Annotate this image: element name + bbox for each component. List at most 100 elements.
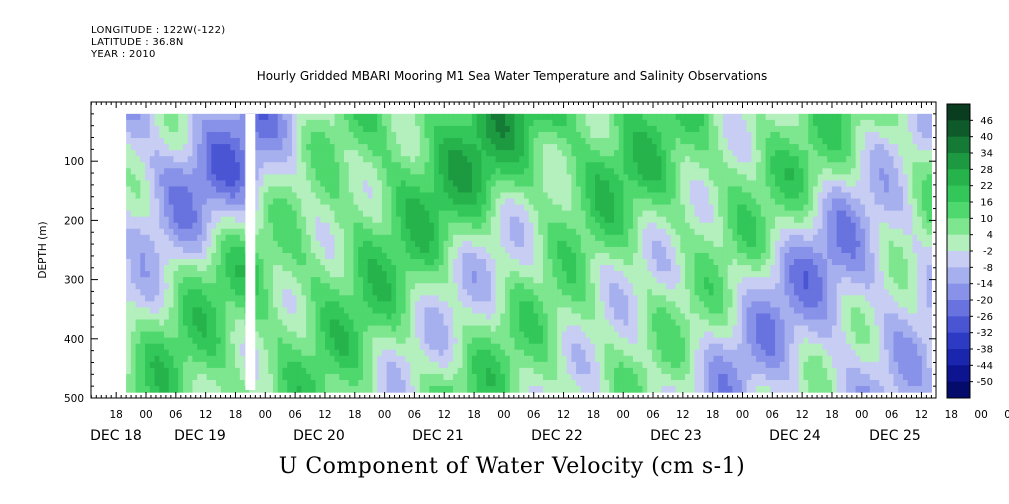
heatmap-cell bbox=[201, 144, 208, 151]
heatmap-cell bbox=[434, 259, 440, 266]
heatmap-cell bbox=[438, 125, 445, 133]
heatmap-cell bbox=[182, 119, 189, 127]
heatmap-cell bbox=[154, 204, 160, 212]
heatmap-cell bbox=[282, 192, 288, 200]
heatmap-cell bbox=[533, 361, 539, 369]
heatmap-cell bbox=[145, 144, 151, 151]
heatmap-cell bbox=[372, 331, 378, 339]
heatmap-cell bbox=[514, 307, 520, 315]
heatmap-cell bbox=[239, 240, 246, 248]
heatmap-cell bbox=[272, 198, 279, 206]
heatmap-cell bbox=[481, 337, 487, 345]
heatmap-cell bbox=[429, 138, 435, 145]
heatmap-cell bbox=[334, 265, 340, 272]
heatmap-cell bbox=[533, 138, 539, 145]
heatmap-cell bbox=[467, 156, 473, 163]
heatmap-cell bbox=[126, 319, 132, 327]
heatmap-cell bbox=[410, 138, 416, 145]
heatmap-cell bbox=[467, 259, 473, 266]
heatmap-cell bbox=[315, 307, 321, 315]
heatmap-cell bbox=[481, 150, 487, 157]
heatmap-cell bbox=[590, 192, 596, 200]
heatmap-cell bbox=[197, 379, 203, 387]
heatmap-cell bbox=[505, 192, 511, 200]
heatmap-cell bbox=[519, 283, 525, 290]
heatmap-cell bbox=[258, 131, 265, 139]
heatmap-cell bbox=[301, 349, 307, 357]
heatmap-cell bbox=[538, 125, 544, 133]
heatmap-cell bbox=[576, 192, 582, 200]
heatmap-cell bbox=[391, 144, 397, 151]
heatmap-cell bbox=[197, 113, 203, 121]
heatmap-cell bbox=[201, 162, 208, 169]
heatmap-cell bbox=[471, 162, 478, 169]
heatmap-cell bbox=[329, 216, 336, 224]
heatmap-cell bbox=[405, 361, 411, 369]
heatmap-cell bbox=[467, 174, 473, 181]
heatmap-cell bbox=[329, 113, 336, 121]
heatmap-cell bbox=[566, 271, 572, 278]
heatmap-cell bbox=[149, 228, 156, 236]
heatmap-cell bbox=[495, 162, 501, 169]
heatmap-cell bbox=[381, 325, 388, 333]
heatmap-cell bbox=[528, 228, 535, 236]
heatmap-cell bbox=[235, 119, 241, 127]
heatmap-cell bbox=[182, 113, 189, 121]
heatmap-cell bbox=[618, 271, 625, 278]
heatmap-cell bbox=[320, 113, 326, 121]
heatmap-cell bbox=[182, 131, 189, 139]
heatmap-cell bbox=[571, 259, 577, 266]
heatmap-cell bbox=[344, 240, 350, 248]
heatmap-cell bbox=[561, 325, 568, 333]
heatmap-cell bbox=[201, 252, 208, 260]
heatmap-cell bbox=[481, 355, 487, 363]
heatmap-cell bbox=[287, 325, 293, 333]
heatmap-cell bbox=[197, 289, 203, 296]
heatmap-cell bbox=[135, 198, 141, 206]
heatmap-cell bbox=[306, 379, 312, 387]
heatmap-cell bbox=[315, 113, 321, 121]
heatmap-cell bbox=[362, 174, 369, 181]
heatmap-cell bbox=[301, 271, 307, 278]
heatmap-cell bbox=[192, 337, 198, 345]
heatmap-cell bbox=[126, 113, 132, 121]
heatmap-cell bbox=[467, 144, 473, 151]
heatmap-cell bbox=[576, 386, 582, 393]
heatmap-cell bbox=[609, 355, 615, 363]
heatmap-cell bbox=[415, 192, 421, 200]
heatmap-cell bbox=[239, 307, 246, 315]
heatmap-cell bbox=[325, 162, 331, 169]
heatmap-cell bbox=[287, 386, 293, 393]
heatmap-cell bbox=[325, 349, 331, 357]
heatmap-cell bbox=[448, 180, 454, 188]
heatmap-cell bbox=[339, 222, 345, 230]
heatmap-cell bbox=[263, 252, 269, 260]
heatmap-cell bbox=[301, 295, 307, 302]
heatmap-cell bbox=[533, 295, 539, 302]
heatmap-cell bbox=[419, 337, 426, 345]
heatmap-cell bbox=[462, 210, 468, 218]
heatmap-cell bbox=[329, 307, 336, 315]
heatmap-cell bbox=[182, 210, 189, 218]
heatmap-cell bbox=[211, 162, 217, 169]
heatmap-cell bbox=[566, 150, 572, 157]
heatmap-cell bbox=[514, 246, 520, 254]
heatmap-cell bbox=[576, 295, 582, 302]
heatmap-cell bbox=[282, 222, 288, 230]
heatmap-cell bbox=[618, 113, 625, 121]
heatmap-cell bbox=[628, 319, 634, 327]
heatmap-cell bbox=[353, 228, 359, 236]
heatmap-cell bbox=[571, 319, 577, 327]
heatmap-cell bbox=[173, 313, 179, 321]
heatmap-cell bbox=[315, 379, 321, 387]
heatmap-cell bbox=[291, 307, 298, 315]
heatmap-cell bbox=[334, 295, 340, 302]
heatmap-cell bbox=[542, 180, 549, 188]
heatmap-cell bbox=[443, 313, 449, 321]
heatmap-cell bbox=[438, 162, 445, 169]
heatmap-cell bbox=[386, 144, 392, 151]
heatmap-cell bbox=[495, 210, 501, 218]
heatmap-cell bbox=[419, 210, 426, 218]
heatmap-cell bbox=[348, 361, 355, 369]
heatmap-cell bbox=[325, 168, 331, 175]
